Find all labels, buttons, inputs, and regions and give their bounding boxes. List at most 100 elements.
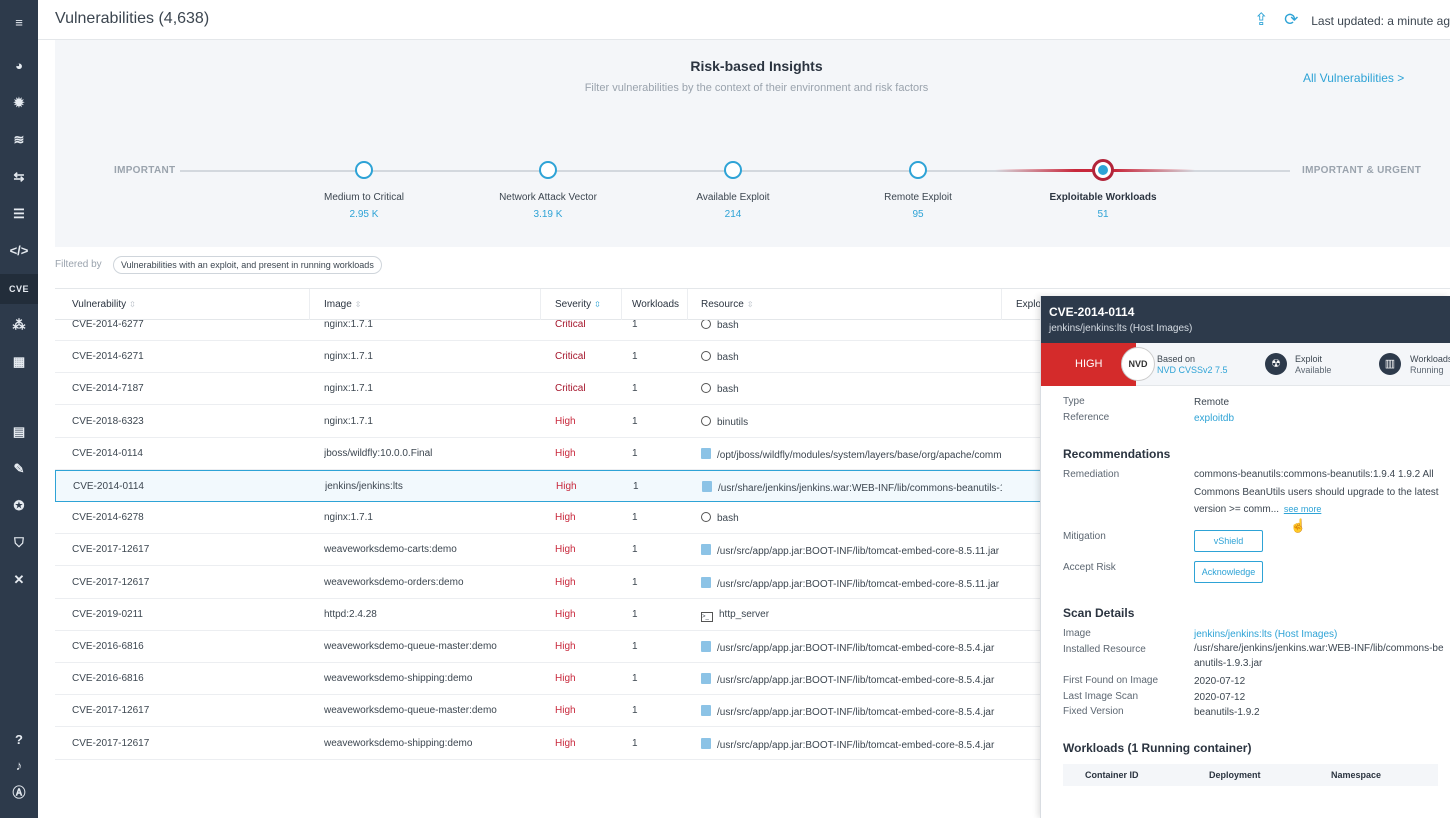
page-title: Vulnerabilities (4,638) [55,10,210,27]
acknowledge-button[interactable]: Acknowledge [1194,561,1263,583]
col-image[interactable]: Image ⇳ [324,299,362,310]
dashboard-icon[interactable]: ◕ [15,58,23,73]
insight-step-count: 214 [724,209,742,220]
layers-icon[interactable]: ≋ [13,132,25,147]
insight-step-label[interactable]: Exploitable Workloads [1049,192,1157,203]
mouse-cursor-icon: ☝ [1290,518,1307,533]
bell-icon[interactable]: ♪ [15,758,23,773]
cell-vulnerability: CVE-2014-0114 [72,447,143,459]
insight-step-count: 3.19 K [533,209,563,220]
cell-workloads: 1 [632,383,638,395]
cell-severity: High [555,737,576,749]
file-icon [701,447,711,459]
col-namespace[interactable]: Namespace [1331,770,1382,780]
file-icon [701,705,711,717]
cell-severity: High [555,576,576,588]
cell-resource: bash [701,512,1001,524]
debian-icon [701,415,711,426]
insight-step-label[interactable]: Available Exploit [696,192,770,203]
col-workloads[interactable]: Workloads [632,299,680,310]
col-container-id[interactable]: Container ID [1085,770,1139,780]
bug-icon[interactable]: ✹ [13,95,25,110]
debian-icon [701,351,711,362]
cell-workloads: 1 [633,481,639,492]
help-icon[interactable]: ? [15,732,23,747]
cell-workloads: 1 [632,415,638,427]
calendar-icon[interactable]: ▦ [12,354,26,369]
cell-vulnerability: CVE-2018-6323 [72,415,144,427]
image-link[interactable]: jenkins/jenkins:lts (Host Images) [1194,629,1338,640]
cell-workloads: 1 [632,544,638,556]
important-urgent-label: IMPORTANT & URGENT [1302,165,1422,176]
type-label: Type [1063,396,1085,407]
cell-workloads: 1 [632,351,638,363]
all-vulnerabilities-link[interactable]: All Vulnerabilities > [1303,71,1405,85]
vshield-button[interactable]: vShield [1194,530,1263,552]
cell-image: weaveworksdemo-queue-master:demo [324,641,497,652]
last-scan-label: Last Image Scan [1063,691,1139,702]
cell-image: weaveworksdemo-orders:demo [324,576,464,588]
menu-icon[interactable]: ≡ [15,15,23,30]
remediation-label: Remediation [1063,469,1120,480]
ribbon-icon[interactable]: ✪ [13,498,25,513]
insight-step-node[interactable] [909,161,927,179]
file-icon [701,737,711,749]
see-more-link[interactable]: see more [1283,504,1322,514]
installed-resource-value: /usr/share/jenkins/jenkins.war:WEB-INF/l… [1194,643,1444,669]
tools-icon[interactable]: ✕ [13,572,25,587]
col-exploit[interactable]: Exploi [1016,299,1044,310]
fixed-version-value: beanutils-1.9.2 [1194,707,1260,718]
insight-step-label[interactable]: Network Attack Vector [499,192,597,203]
cell-image: httpd:2.4.28 [324,608,377,620]
insights-title: Risk-based Insights [690,58,823,74]
terminal-icon: >_ [701,611,713,622]
reference-link[interactable]: exploitdb [1194,413,1235,424]
last-updated: Last updated: a minute ag [1311,14,1450,28]
col-severity[interactable]: Severity ⇳ [555,299,601,310]
cell-workloads: 1 [632,641,638,652]
filter-chip[interactable]: Vulnerabilities with an exploit, and pre… [113,256,382,274]
cell-workloads: 1 [632,320,638,330]
cell-resource: /opt/jboss/wildfly/modules/system/layers… [701,447,1001,461]
server-icon[interactable]: ☰ [13,206,25,221]
panel-badges: HIGH NVD Based on NVD CVSSv2 7.5 ☢ Explo… [1041,343,1450,386]
cell-severity: High [555,673,576,685]
insight-step-node[interactable] [539,161,557,179]
col-resource[interactable]: Resource ⇳ [701,299,754,310]
installed-resource-label: Installed Resource [1063,644,1146,655]
refresh-icon[interactable]: ⟳ [1284,10,1299,29]
cluster-icon[interactable]: ⁂ [12,317,26,332]
code-icon[interactable]: </> [9,243,29,258]
insight-step-label[interactable]: Medium to Critical [323,192,405,203]
network-icon[interactable]: ⇆ [13,169,25,184]
recommendations-title: Recommendations [1063,447,1171,461]
report-icon[interactable]: ▤ [12,424,26,439]
panel-header: CVE-2014-0114 jenkins/jenkins:lts (Host … [1041,296,1450,343]
insight-step-node[interactable] [724,161,742,179]
cell-vulnerability: CVE-2016-6816 [72,673,144,685]
cell-resource: bash [701,351,1001,363]
vulnerability-detail-panel: CVE-2014-0114 jenkins/jenkins:lts (Host … [1040,296,1450,818]
cell-workloads: 1 [632,673,638,685]
insight-step-node[interactable] [1092,159,1114,181]
cell-resource: binutils [701,415,1001,428]
insight-step-label[interactable]: Remote Exploit [884,192,952,203]
cell-resource: bash [701,383,1001,395]
col-vulnerability[interactable]: Vulnerability ⇳ [72,299,136,310]
remediation-value: commons-beanutils:commons-beanutils:1.9.… [1194,469,1439,515]
last-scan-value: 2020-07-12 [1194,692,1246,703]
user-icon[interactable]: Ⓐ [12,785,26,800]
cve-icon[interactable]: CVE [0,274,38,304]
cell-image: weaveworksdemo-queue-master:demo [324,705,497,717]
col-deployment[interactable]: Deployment [1209,770,1261,780]
cell-severity: High [555,641,576,652]
panel-subtitle: jenkins/jenkins:lts (Host Images) [1049,323,1193,334]
cell-vulnerability: CVE-2017-12617 [72,705,150,717]
wrench-icon[interactable]: ✎ [13,461,25,476]
shield-icon[interactable]: ⛉ [14,535,24,550]
insight-step-node[interactable] [355,161,373,179]
cell-workloads: 1 [632,447,638,459]
cell-resource: /usr/src/app/app.jar:BOOT-INF/lib/tomcat… [701,673,1001,686]
cell-severity: High [555,544,576,556]
export-icon[interactable]: ⇪ [1254,10,1269,29]
